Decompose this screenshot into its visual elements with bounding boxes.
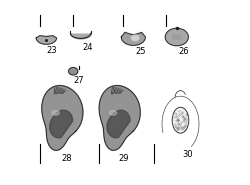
Text: 24: 24 bbox=[83, 43, 93, 52]
Ellipse shape bbox=[165, 28, 188, 46]
Text: 23: 23 bbox=[46, 46, 57, 55]
Polygon shape bbox=[36, 36, 56, 44]
Ellipse shape bbox=[172, 107, 189, 133]
Text: 27: 27 bbox=[74, 76, 84, 85]
Text: 25: 25 bbox=[136, 47, 146, 56]
Ellipse shape bbox=[68, 68, 78, 75]
Polygon shape bbox=[121, 32, 145, 45]
Polygon shape bbox=[50, 110, 73, 138]
Polygon shape bbox=[99, 85, 140, 150]
Text: 29: 29 bbox=[119, 154, 129, 164]
Text: 26: 26 bbox=[179, 47, 190, 56]
Polygon shape bbox=[107, 110, 130, 138]
Ellipse shape bbox=[132, 35, 139, 41]
Text: 30: 30 bbox=[182, 150, 193, 159]
Text: 28: 28 bbox=[62, 154, 72, 164]
Polygon shape bbox=[42, 85, 83, 150]
Ellipse shape bbox=[52, 111, 59, 115]
Ellipse shape bbox=[109, 111, 117, 115]
